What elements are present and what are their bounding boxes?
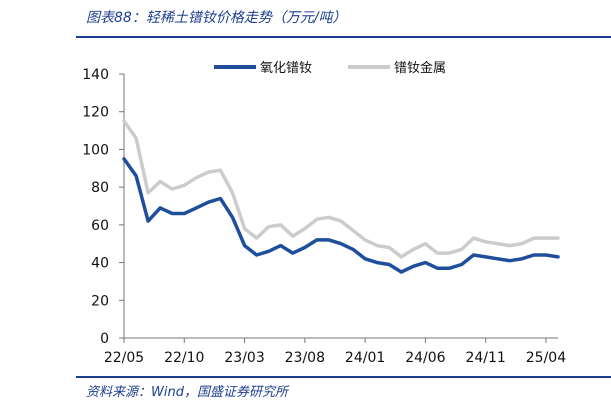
legend-label-series-2: 镨钕金属 bbox=[394, 60, 446, 76]
x-tick-label: 25/04 bbox=[526, 350, 566, 366]
y-tick-label: 100 bbox=[82, 142, 109, 158]
y-tick-label: 80 bbox=[91, 180, 109, 196]
line-chart: 氧化镨钕 镨钕金属 0 20 40 60 80 100 120 140 22/05 22/10 23… bbox=[82, 60, 566, 366]
figure-title: 图表88：轻稀土镨钕价格走势（万元/吨） bbox=[86, 10, 347, 26]
x-tick-label: 22/10 bbox=[164, 350, 204, 366]
chart-legend: 氧化镨钕 镨钕金属 bbox=[214, 60, 446, 76]
y-tick-label: 20 bbox=[91, 293, 109, 309]
x-tick-label: 23/08 bbox=[285, 350, 325, 366]
source-note: 资料来源：Wind，国盛证券研究所 bbox=[86, 385, 288, 400]
x-tick-label: 23/03 bbox=[224, 350, 264, 366]
y-tick-label: 60 bbox=[91, 218, 109, 234]
x-tick-label: 22/05 bbox=[104, 350, 144, 366]
y-tick-label: 120 bbox=[82, 105, 109, 121]
series-line-oxide bbox=[122, 157, 560, 274]
y-tick-label: 140 bbox=[82, 67, 109, 83]
x-tick-label: 24/11 bbox=[465, 350, 505, 366]
x-tick-label: 24/06 bbox=[405, 350, 445, 366]
y-tick-label: 40 bbox=[91, 256, 109, 272]
chart-axes: 0 20 40 60 80 100 120 140 22/05 22/10 23/03 23/08 24… bbox=[82, 67, 566, 366]
title-rule bbox=[76, 36, 611, 38]
source-rule bbox=[76, 376, 611, 378]
legend-label-series-1: 氧化镨钕 bbox=[260, 60, 312, 76]
y-tick-label: 0 bbox=[100, 331, 109, 347]
series-line-metal bbox=[122, 119, 560, 259]
chart-series bbox=[122, 119, 560, 274]
x-tick-label: 24/01 bbox=[345, 350, 385, 366]
